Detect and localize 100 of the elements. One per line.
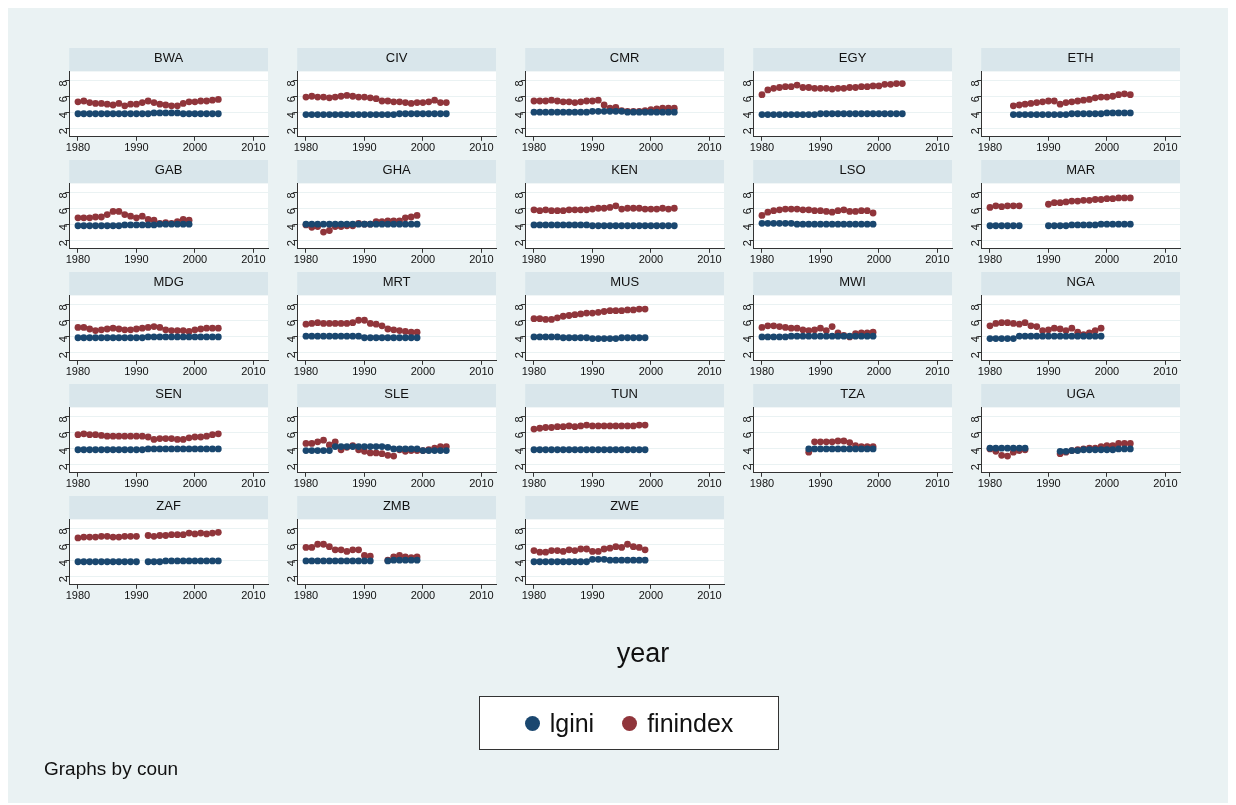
chart-title: EGY [838,50,867,66]
x-tick-label: 1990 [580,477,605,490]
x-tick-label: 1990 [124,141,149,154]
chart-title: SLE [384,386,410,402]
y-tick-label: 6 [57,96,70,103]
y-tick-label: 2 [513,576,526,583]
y-tick-label: 8 [969,304,982,311]
x-tick-label: 1990 [1036,253,1061,266]
y-tick-label: 6 [513,320,526,327]
y-tick-label: 4 [969,112,982,119]
y-tick-label: 4 [285,560,298,567]
x-tick-label: 1990 [352,253,377,266]
chart-title: TZA [840,386,866,402]
x-tick-label: 1980 [977,365,1003,378]
y-tick-label: 8 [969,192,982,199]
y-tick-label: 4 [285,224,298,231]
y-tick-label: 2 [285,576,298,583]
y-tick-label: 6 [513,432,526,439]
y-tick-label: 2 [285,240,298,247]
chart-title: BWA [154,50,184,66]
x-tick-label: 2010 [925,477,950,490]
x-tick-label: 1980 [977,477,1003,490]
x-tick-label: 2010 [925,253,950,266]
y-tick-label: 6 [57,544,70,551]
x-tick-label: 2000 [638,477,664,490]
x-tick-label: 1980 [65,141,91,154]
chart-title: MDG [153,274,184,290]
x-tick-label: 2000 [410,477,436,490]
x-tick-label: 1980 [65,477,91,490]
y-tick-label: 8 [285,416,298,423]
x-tick-label: 2000 [1094,141,1120,154]
x-tick-label: 1980 [521,589,547,602]
y-tick-label: 6 [741,96,754,103]
y-tick-label: 4 [969,224,982,231]
x-tick-label: 1990 [808,365,833,378]
y-tick-label: 6 [57,208,70,215]
y-tick-label: 6 [969,320,982,327]
y-tick-label: 6 [285,544,298,551]
x-tick-label: 1980 [977,141,1003,154]
chart-title: ETH [1067,50,1094,66]
x-tick-label: 2000 [410,365,436,378]
x-tick-label: 1980 [749,141,775,154]
x-tick-label: 1980 [521,477,547,490]
y-tick-label: 6 [57,320,70,327]
y-tick-label: 4 [285,112,298,119]
x-tick-label: 2010 [925,365,950,378]
y-tick-label: 8 [513,304,526,311]
x-tick-label: 1990 [124,477,149,490]
x-tick-label: 2000 [866,477,892,490]
x-tick-label: 1980 [521,253,547,266]
y-tick-label: 6 [969,208,982,215]
y-tick-label: 8 [285,192,298,199]
y-tick-label: 8 [285,80,298,87]
x-tick-label: 1980 [293,589,319,602]
x-tick-label: 1990 [808,477,833,490]
x-tick-label: 1990 [580,253,605,266]
chart-title: MWI [839,274,866,290]
x-tick-label: 1990 [124,589,149,602]
x-tick-label: 2000 [638,365,664,378]
y-tick-label: 2 [285,128,298,135]
y-tick-label: 4 [513,336,526,343]
chart-title: UGA [1066,386,1096,402]
x-tick-label: 2010 [697,253,722,266]
chart-title: SEN [155,386,182,402]
y-tick-label: 8 [57,304,70,311]
y-tick-label: 2 [969,240,982,247]
x-tick-label: 2000 [182,141,208,154]
y-tick-label: 2 [741,352,754,359]
y-tick-label: 6 [741,320,754,327]
y-tick-label: 8 [969,80,982,87]
x-tick-label: 1990 [808,141,833,154]
chart-title: GHA [382,162,412,178]
x-tick-label: 2000 [182,589,208,602]
x-tick-label: 1990 [1036,477,1061,490]
x-tick-label: 1990 [124,253,149,266]
legend-label: lgini [549,708,595,738]
y-tick-label: 2 [57,240,70,247]
x-tick-label: 2000 [866,365,892,378]
chart-title: ZAF [156,498,181,514]
y-tick-label: 8 [57,192,70,199]
chart-title: MAR [1066,162,1096,178]
x-tick-label: 1980 [977,253,1003,266]
y-tick-label: 4 [57,560,70,567]
y-tick-label: 2 [969,128,982,135]
y-tick-label: 2 [741,128,754,135]
chart-title: CIV [385,50,408,66]
x-tick-label: 2010 [1153,253,1178,266]
y-tick-label: 2 [969,464,982,471]
x-tick-label: 2010 [241,589,266,602]
x-tick-label: 1990 [352,589,377,602]
y-tick-label: 4 [57,448,70,455]
chart-title: NGA [1066,274,1096,290]
x-tick-label: 2000 [182,477,208,490]
x-tick-label: 2000 [410,589,436,602]
x-tick-label: 1990 [580,141,605,154]
y-tick-label: 6 [969,96,982,103]
x-axis-title: year [615,638,671,669]
x-tick-label: 1980 [521,365,547,378]
x-tick-label: 2010 [469,365,494,378]
y-tick-label: 6 [285,320,298,327]
